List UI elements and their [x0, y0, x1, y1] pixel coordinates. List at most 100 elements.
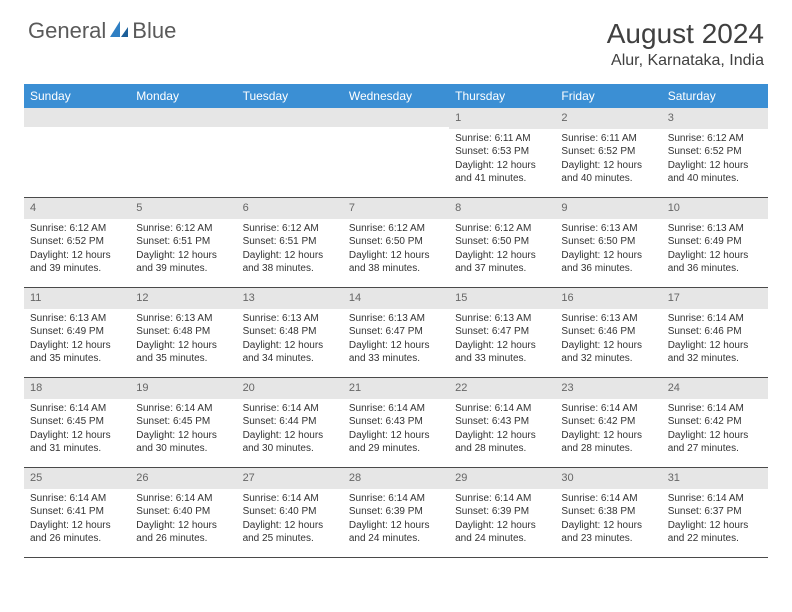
calendar-cell: 24Sunrise: 6:14 AMSunset: 6:42 PMDayligh… — [662, 378, 768, 468]
day-d1: Daylight: 12 hours — [243, 429, 337, 443]
day-number — [24, 108, 130, 127]
day-info: Sunrise: 6:13 AMSunset: 6:49 PMDaylight:… — [24, 312, 130, 366]
day-number: 6 — [237, 198, 343, 219]
day-info: Sunrise: 6:11 AMSunset: 6:52 PMDaylight:… — [555, 132, 661, 186]
day-d1: Daylight: 12 hours — [349, 249, 443, 263]
calendar-cell: 21Sunrise: 6:14 AMSunset: 6:43 PMDayligh… — [343, 378, 449, 468]
calendar-cell: 7Sunrise: 6:12 AMSunset: 6:50 PMDaylight… — [343, 198, 449, 288]
day-d1: Daylight: 12 hours — [668, 519, 762, 533]
day-d2: and 41 minutes. — [455, 172, 549, 186]
brand-logo: General Blue — [28, 18, 176, 44]
calendar-cell: 17Sunrise: 6:14 AMSunset: 6:46 PMDayligh… — [662, 288, 768, 378]
day-d1: Daylight: 12 hours — [455, 249, 549, 263]
day-d1: Daylight: 12 hours — [30, 429, 124, 443]
day-d2: and 33 minutes. — [455, 352, 549, 366]
day-info: Sunrise: 6:14 AMSunset: 6:37 PMDaylight:… — [662, 492, 768, 546]
day-d2: and 28 minutes. — [561, 442, 655, 456]
day-sr: Sunrise: 6:11 AM — [561, 132, 655, 146]
day-ss: Sunset: 6:41 PM — [30, 505, 124, 519]
day-number: 30 — [555, 468, 661, 489]
dow-saturday: Saturday — [662, 84, 768, 108]
calendar-cell: 11Sunrise: 6:13 AMSunset: 6:49 PMDayligh… — [24, 288, 130, 378]
day-ss: Sunset: 6:48 PM — [136, 325, 230, 339]
day-info: Sunrise: 6:14 AMSunset: 6:40 PMDaylight:… — [237, 492, 343, 546]
day-d2: and 36 minutes. — [668, 262, 762, 276]
day-d1: Daylight: 12 hours — [243, 519, 337, 533]
day-info: Sunrise: 6:12 AMSunset: 6:50 PMDaylight:… — [449, 222, 555, 276]
calendar-cell: 20 Sunrise: 6:14 AMSunset: 6:44 PMDayligh… — [237, 378, 343, 468]
calendar-week: 25Sunrise: 6:14 AMSunset: 6:41 PMDayligh… — [24, 468, 768, 558]
day-ss: Sunset: 6:39 PM — [455, 505, 549, 519]
day-number: 15 — [449, 288, 555, 309]
day-number: 17 — [662, 288, 768, 309]
day-number: 13 — [237, 288, 343, 309]
day-d1: Daylight: 12 hours — [30, 339, 124, 353]
day-d2: and 37 minutes. — [455, 262, 549, 276]
day-number: 12 — [130, 288, 236, 309]
day-sr: Sunrise: 6:14 AM — [561, 402, 655, 416]
day-d1: Daylight: 12 hours — [561, 429, 655, 443]
calendar-cell: 1Sunrise: 6:11 AMSunset: 6:53 PMDaylight… — [449, 108, 555, 198]
day-d1: Daylight: 12 hours — [561, 519, 655, 533]
day-ss: Sunset: 6:51 PM — [136, 235, 230, 249]
day-ss: Sunset: 6:46 PM — [561, 325, 655, 339]
day-number: 21 — [343, 378, 449, 399]
calendar-cell: 4Sunrise: 6:12 AMSunset: 6:52 PMDaylight… — [24, 198, 130, 288]
location-label: Alur, Karnataka, India — [607, 52, 764, 70]
day-number: 23 — [555, 378, 661, 399]
day-info: Sunrise: 6:12 AMSunset: 6:50 PMDaylight:… — [343, 222, 449, 276]
calendar-cell: 28Sunrise: 6:14 AMSunset: 6:39 PMDayligh… — [343, 468, 449, 558]
day-info: Sunrise: 6:14 AMSunset: 6:43 PMDaylight:… — [449, 402, 555, 456]
day-sr: Sunrise: 6:14 AM — [668, 312, 762, 326]
day-number: 27 — [237, 468, 343, 489]
day-number: 31 — [662, 468, 768, 489]
day-number — [237, 108, 343, 127]
calendar-cell: 30 Sunrise: 6:14 AMSunset: 6:38 PMDayligh… — [555, 468, 661, 558]
header: General Blue August 2024 Alur, Karnataka… — [0, 0, 792, 78]
day-d2: and 25 minutes. — [243, 532, 337, 546]
day-sr: Sunrise: 6:14 AM — [136, 492, 230, 506]
calendar-cell: 12Sunrise: 6:13 AMSunset: 6:48 PMDayligh… — [130, 288, 236, 378]
calendar-cell: 23Sunrise: 6:14 AMSunset: 6:42 PMDayligh… — [555, 378, 661, 468]
day-sr: Sunrise: 6:14 AM — [455, 402, 549, 416]
title-block: August 2024 Alur, Karnataka, India — [607, 18, 764, 70]
day-number: 26 — [130, 468, 236, 489]
calendar-cell — [343, 108, 449, 198]
day-d1: Daylight: 12 hours — [561, 249, 655, 263]
day-ss: Sunset: 6:45 PM — [30, 415, 124, 429]
calendar-cell: 19Sunrise: 6:14 AMSunset: 6:45 PMDayligh… — [130, 378, 236, 468]
day-sr: Sunrise: 6:14 AM — [668, 402, 762, 416]
calendar-cell: 6Sunrise: 6:12 AMSunset: 6:51 PMDaylight… — [237, 198, 343, 288]
day-d1: Daylight: 12 hours — [136, 249, 230, 263]
day-ss: Sunset: 6:43 PM — [455, 415, 549, 429]
day-d2: and 27 minutes. — [668, 442, 762, 456]
day-d2: and 30 minutes. — [243, 442, 337, 456]
day-d1: Daylight: 12 hours — [136, 339, 230, 353]
calendar-cell: 25Sunrise: 6:14 AMSunset: 6:41 PMDayligh… — [24, 468, 130, 558]
day-number: 18 — [24, 378, 130, 399]
calendar-week: 4Sunrise: 6:12 AMSunset: 6:52 PMDaylight… — [24, 198, 768, 288]
calendar-cell: 29Sunrise: 6:14 AMSunset: 6:39 PMDayligh… — [449, 468, 555, 558]
day-d1: Daylight: 12 hours — [561, 339, 655, 353]
day-info: Sunrise: 6:14 AMSunset: 6:44 PMDaylight:… — [237, 402, 343, 456]
day-info: Sunrise: 6:13 AMSunset: 6:47 PMDaylight:… — [449, 312, 555, 366]
day-d1: Daylight: 12 hours — [243, 249, 337, 263]
dow-thursday: Thursday — [449, 84, 555, 108]
day-info: Sunrise: 6:13 AMSunset: 6:46 PMDaylight:… — [555, 312, 661, 366]
day-sr: Sunrise: 6:12 AM — [668, 132, 762, 146]
day-number: 22 — [449, 378, 555, 399]
day-info: Sunrise: 6:14 AMSunset: 6:38 PMDaylight:… — [555, 492, 661, 546]
day-ss: Sunset: 6:48 PM — [243, 325, 337, 339]
day-d1: Daylight: 12 hours — [243, 339, 337, 353]
day-sr: Sunrise: 6:12 AM — [349, 222, 443, 236]
day-d2: and 24 minutes. — [455, 532, 549, 546]
day-number: 20 — [237, 378, 343, 399]
day-ss: Sunset: 6:43 PM — [349, 415, 443, 429]
day-number: 10 — [662, 198, 768, 219]
day-sr: Sunrise: 6:14 AM — [349, 402, 443, 416]
day-ss: Sunset: 6:50 PM — [349, 235, 443, 249]
day-ss: Sunset: 6:47 PM — [349, 325, 443, 339]
day-ss: Sunset: 6:50 PM — [561, 235, 655, 249]
day-sr: Sunrise: 6:13 AM — [455, 312, 549, 326]
day-sr: Sunrise: 6:13 AM — [561, 312, 655, 326]
